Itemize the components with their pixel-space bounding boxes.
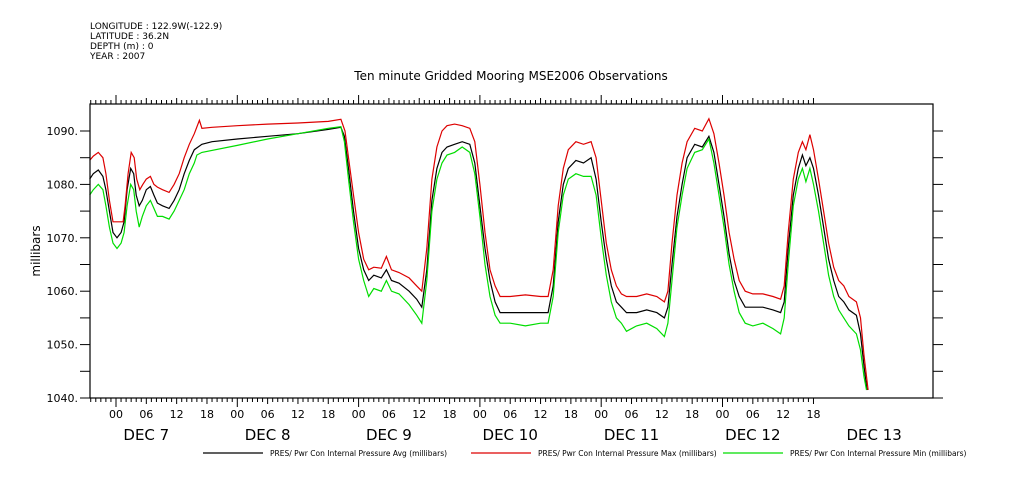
x-hour-label: 12: [291, 408, 305, 421]
x-hour-label: 06: [503, 408, 517, 421]
axis-ticks: 1040. 1050. 1060. 1070. 1080. 1090. 00 06 12 18 00…: [47, 95, 943, 444]
x-hour-label: 18: [685, 408, 699, 421]
legend-label: PRES/ Pwr Con Internal Pressure Avg (mil…: [270, 449, 447, 458]
x-hour-label: 12: [534, 408, 548, 421]
series-line-max: [89, 117, 869, 391]
x-hour-label: 00: [594, 408, 608, 421]
chart-title: Ten minute Gridded Mooring MSE2006 Obser…: [353, 69, 667, 83]
x-day-label: DEC 11: [604, 426, 659, 444]
y-tick-label: 1060.: [47, 285, 79, 298]
legend-label: PRES/ Pwr Con Internal Pressure Max (mil…: [538, 449, 717, 458]
x-hour-label: 06: [746, 408, 760, 421]
x-hour-label: 00: [473, 408, 487, 421]
plot-frame: [89, 103, 934, 399]
x-hour-label: 12: [776, 408, 790, 421]
x-hour-label: 18: [200, 408, 214, 421]
x-hour-label: 18: [321, 408, 335, 421]
x-hour-label: 06: [261, 408, 275, 421]
x-day-label: DEC 10: [483, 426, 538, 444]
metadata-block: LONGITUDE : 122.9W(-122.9) LATITUDE : 36…: [90, 22, 222, 62]
x-day-label: DEC 9: [366, 426, 412, 444]
x-day-label: DEC 13: [846, 426, 901, 444]
x-hour-label: 06: [382, 408, 396, 421]
x-day-label: DEC 12: [725, 426, 780, 444]
y-tick-label: 1090.: [47, 125, 79, 138]
metadata-longitude: LONGITUDE : 122.9W(-122.9): [90, 22, 223, 32]
y-tick-label: 1050.: [47, 339, 79, 352]
legend-label: PRES/ Pwr Con Internal Pressure Min (mil…: [790, 449, 967, 458]
x-hour-label: 06: [139, 408, 153, 421]
x-hour-label: 00: [230, 408, 244, 421]
y-tick-label: 1070.: [47, 232, 79, 245]
y-tick-label: 1040.: [47, 392, 79, 405]
x-hour-label: 12: [412, 408, 426, 421]
x-hour-label: 06: [625, 408, 639, 421]
x-hour-label: 00: [352, 408, 366, 421]
x-hour-label: 12: [655, 408, 669, 421]
x-hour-label: 00: [716, 408, 730, 421]
y-axis-label: millibars: [29, 225, 43, 276]
series-group: [89, 117, 869, 391]
metadata-latitude: LATITUDE : 36.2N: [90, 32, 170, 42]
legend: PRES/ Pwr Con Internal Pressure Avg (mil…: [203, 449, 967, 458]
x-hour-label: 12: [170, 408, 184, 421]
x-hour-label: 00: [109, 408, 123, 421]
series-line-min: [89, 126, 868, 391]
series-line-avg: [89, 126, 868, 391]
y-tick-label: 1080.: [47, 178, 79, 191]
x-day-label: DEC 7: [123, 426, 169, 444]
x-hour-label: 18: [443, 408, 457, 421]
metadata-year: YEAR : 2007: [90, 52, 146, 62]
metadata-depth: DEPTH (m) : 0: [90, 42, 154, 52]
x-day-label: DEC 8: [245, 426, 291, 444]
x-hour-label: 18: [806, 408, 820, 421]
x-hour-label: 18: [564, 408, 578, 421]
